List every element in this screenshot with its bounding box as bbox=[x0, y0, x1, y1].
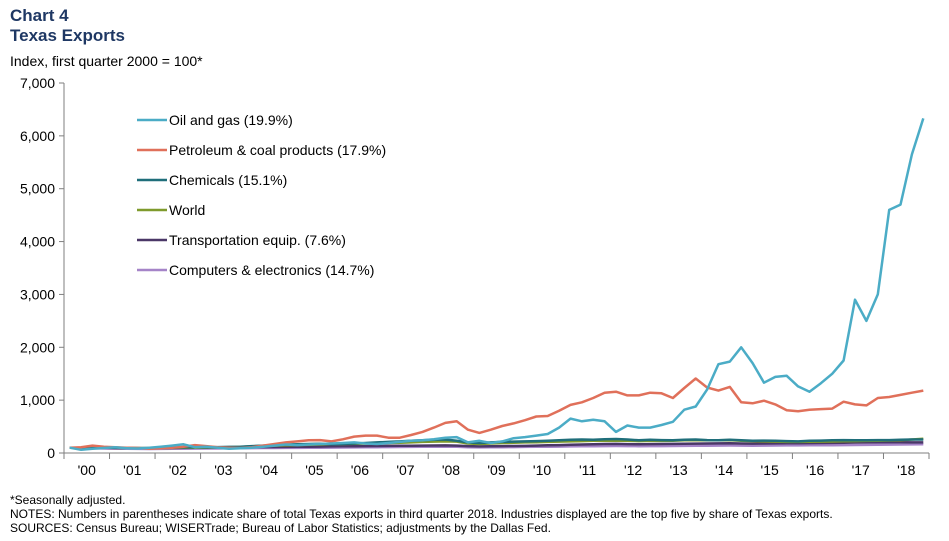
footnote-seasonal: *Seasonally adjusted. bbox=[10, 493, 126, 507]
x-tick-label: '03 bbox=[214, 462, 232, 478]
x-tick-label: '02 bbox=[169, 462, 187, 478]
x-tick-label: '14 bbox=[715, 462, 733, 478]
series-line bbox=[69, 377, 924, 451]
chart-series-lines bbox=[69, 118, 925, 452]
line-chart: 0 1,000 2,000 3,000 4,000 5,000 6,000 7,000 '00 '… bbox=[20, 75, 930, 478]
legend-label: Transportation equip. (7.6%) bbox=[169, 232, 346, 248]
x-tick-label: '09 bbox=[487, 462, 505, 478]
x-tick-label: '17 bbox=[852, 462, 870, 478]
x-tick-label: '13 bbox=[669, 462, 687, 478]
x-tick-label: '15 bbox=[761, 462, 779, 478]
x-tick-label: '11 bbox=[579, 462, 596, 478]
x-tick-label: '00 bbox=[78, 462, 96, 478]
x-tick-label: '18 bbox=[897, 462, 915, 478]
x-tick-label: '06 bbox=[351, 462, 369, 478]
y-tick-label: 4,000 bbox=[20, 234, 55, 250]
chart-title: Texas Exports bbox=[10, 26, 125, 45]
y-tick-label: 0 bbox=[47, 445, 55, 461]
chart-legend: Oil and gas (19.9%) Petroleum & coal prod… bbox=[137, 112, 386, 278]
y-axis-label: Index, first quarter 2000 = 100* bbox=[10, 53, 203, 69]
x-tick-label: '10 bbox=[533, 462, 551, 478]
y-tick-label: 2,000 bbox=[20, 339, 55, 355]
x-tick-label: '07 bbox=[396, 462, 414, 478]
chart-number-label: Chart 4 bbox=[10, 6, 69, 25]
y-tick-label: 3,000 bbox=[20, 286, 55, 302]
y-tick-label: 7,000 bbox=[20, 75, 55, 91]
legend-label: World bbox=[169, 202, 205, 218]
x-tick-label: '16 bbox=[806, 462, 824, 478]
y-tick-label: 5,000 bbox=[20, 181, 55, 197]
series-line bbox=[69, 118, 925, 452]
footnote-notes: NOTES: Numbers in parentheses indicate s… bbox=[10, 507, 833, 521]
legend-label: Petroleum & coal products (17.9%) bbox=[169, 142, 386, 158]
legend-label: Oil and gas (19.9%) bbox=[169, 112, 293, 128]
y-tick-label: 6,000 bbox=[20, 128, 55, 144]
legend-label: Chemicals (15.1%) bbox=[169, 172, 287, 188]
x-tick-label: '12 bbox=[624, 462, 642, 478]
x-tick-label: '05 bbox=[305, 462, 323, 478]
x-tick-label: '04 bbox=[260, 462, 278, 478]
y-tick-label: 1,000 bbox=[20, 392, 55, 408]
chart-axes: 0 1,000 2,000 3,000 4,000 5,000 6,000 7,000 '00 '… bbox=[20, 75, 930, 478]
legend-label: Computers & electronics (14.7%) bbox=[169, 262, 374, 278]
x-tick-label: '01 bbox=[123, 462, 141, 478]
footnote-sources: SOURCES: Census Bureau; WISERTrade; Bure… bbox=[10, 521, 551, 535]
x-tick-label: '08 bbox=[442, 462, 460, 478]
